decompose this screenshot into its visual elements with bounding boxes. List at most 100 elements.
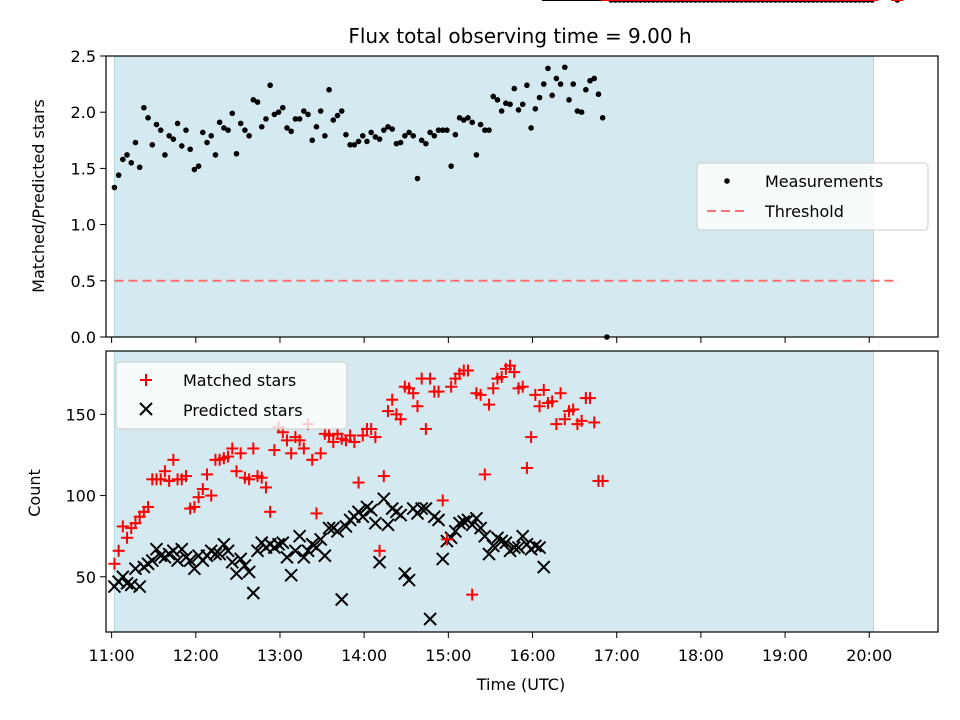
measurement-point [376, 136, 383, 142]
x-tick-label: 13:00 [257, 646, 303, 665]
measurement-point [439, 127, 446, 133]
predicted-star-point [280, 550, 294, 564]
top-y-axis: 0.0 0.5 1.0 1.5 2.0 2.5 [71, 47, 106, 347]
measurement-point [427, 129, 433, 136]
measurement-point [166, 133, 172, 139]
predicted-stars-points [107, 0, 879, 626]
measurement-point [191, 166, 198, 173]
matched-star-point [483, 398, 496, 411]
measurement-point [271, 111, 278, 118]
matched-star-point [314, 447, 327, 460]
measurement-point [351, 141, 358, 148]
matched-star-point [255, 471, 268, 484]
matched-star-point [297, 442, 310, 455]
measurement-point [540, 81, 547, 87]
measurement-point [212, 152, 219, 158]
top-legend: Measurements Threshold [696, 162, 929, 231]
measurement-point [141, 104, 147, 111]
matched-star-point [575, 414, 588, 427]
measurement-point [494, 97, 501, 103]
measurement-point [258, 124, 265, 130]
predicted-star-point [175, 542, 189, 556]
matched-star-point [247, 442, 260, 455]
predicted-star-point [381, 518, 395, 532]
measurement-point [511, 85, 518, 92]
matched-star-point [588, 416, 601, 429]
measurement-point [410, 133, 417, 139]
predicted-star-point [532, 540, 547, 555]
measurement-point [519, 101, 526, 108]
x-tick-label: 16:00 [509, 646, 555, 665]
matched-star-point [264, 505, 277, 518]
measurement-point [132, 139, 139, 146]
top-y-axis-label: Matched/Predicted stars [29, 99, 48, 293]
measurement-point [338, 108, 345, 114]
matched-star-point [516, 380, 529, 393]
measurement-point [195, 163, 202, 169]
matched-star-point [201, 468, 214, 481]
predicted-star-point [250, 544, 265, 558]
matched-star-point [192, 491, 205, 504]
matched-star-point [558, 413, 571, 426]
predicted-star-point [431, 513, 446, 527]
matched-star-point [116, 520, 129, 533]
matched-star-point [243, 473, 256, 486]
measurement-point [292, 116, 299, 122]
top-y-tick-label: 0.5 [71, 272, 96, 291]
bottom-axes-frame [105, 350, 939, 633]
legend-matched-marker [140, 374, 152, 386]
matched-star-point [529, 388, 542, 401]
predicted-star-point [537, 560, 551, 574]
measurement-point [473, 152, 480, 158]
measurement-point [322, 133, 328, 139]
predicted-star-point [212, 547, 227, 561]
measurement-point [503, 100, 509, 107]
predicted-star-point [318, 548, 332, 563]
measurement-point [549, 92, 555, 99]
matched-star-point [356, 429, 369, 442]
measurement-point [145, 115, 151, 121]
matched-star-point [478, 468, 491, 481]
predicted-star-point [301, 544, 315, 558]
measurement-point [326, 86, 332, 93]
matched-star-point [567, 403, 580, 416]
matched-star-point [373, 544, 386, 557]
predicted-star-point [393, 508, 408, 522]
predicted-star-point [145, 553, 160, 568]
measurement-point [587, 77, 593, 84]
matched-star-point [327, 435, 340, 448]
predicted-star-point [486, 539, 500, 553]
predicted-star-point [170, 553, 185, 568]
measurement-point [435, 127, 442, 133]
legend-measurements-marker [724, 178, 730, 184]
measurement-point [250, 97, 257, 103]
top-x-axis-ticks [111, 337, 870, 343]
matched-star-point [352, 476, 365, 489]
measurement-point [309, 137, 316, 144]
measurement-point [317, 108, 324, 114]
bottom-x-axis: 11:00 12:00 13:00 14:00 15:00 16:00 17:00 18:00… [89, 632, 892, 665]
x-tick-label: 20:00 [846, 646, 892, 665]
measurement-point [301, 108, 307, 114]
measurement-point [545, 65, 551, 72]
measurement-point [418, 137, 425, 144]
measurement-point [595, 91, 602, 98]
matched-star-point [584, 392, 597, 405]
matched-star-point [285, 447, 298, 460]
matched-star-point [495, 370, 508, 383]
measurement-point [263, 116, 269, 122]
measurement-point [136, 164, 143, 171]
x-tick-label: 17:00 [594, 646, 640, 665]
predicted-star-point [507, 540, 521, 555]
matched-star-point [525, 431, 538, 444]
matched-star-point [487, 382, 500, 395]
measurement-point [482, 127, 488, 133]
measurement-point [334, 112, 341, 119]
matched-star-point [259, 481, 272, 494]
x-tick-label: 18:00 [678, 646, 724, 665]
measurement-point [242, 127, 248, 133]
bottom-y-axis-label: Count [25, 469, 44, 517]
top-axes-frame [105, 55, 939, 338]
predicted-star-point [482, 547, 496, 561]
